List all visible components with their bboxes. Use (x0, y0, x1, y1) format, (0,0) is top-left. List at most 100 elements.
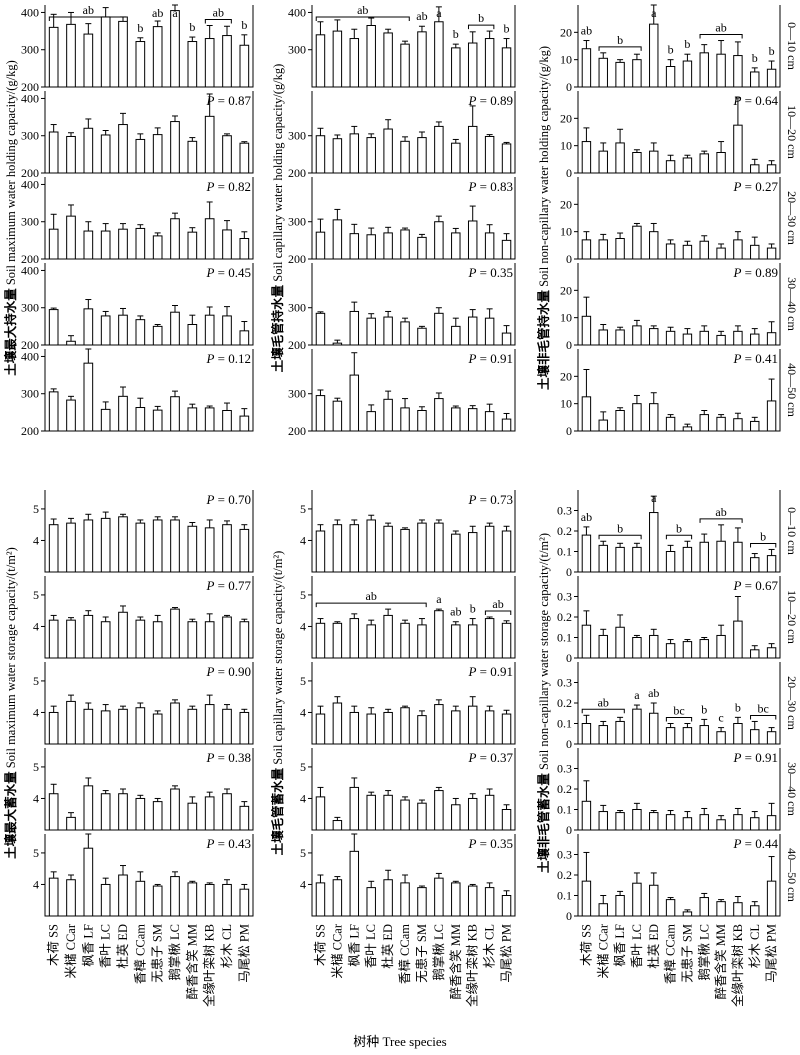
p-value-label: P = 0.82 (205, 179, 251, 194)
y-axis-title: 土壤最大持水量 Soil maximum water holding capac… (3, 60, 18, 376)
bar (750, 71, 760, 88)
species-tick-label: 全缘叶栾树 KB (730, 924, 745, 1007)
bar (716, 540, 726, 573)
bar (665, 330, 676, 346)
bar (204, 218, 215, 260)
bar (484, 411, 495, 432)
panel-frame (577, 576, 781, 659)
y-tick-label: 0 (566, 166, 572, 180)
bar (118, 20, 128, 88)
p-number: = 0.91 (476, 664, 513, 679)
bar (501, 809, 512, 831)
bar (100, 621, 111, 659)
bar (750, 905, 760, 917)
significance-bracket (699, 34, 743, 39)
p-number: = 0.35 (476, 265, 513, 280)
y-tick-label: 0 (566, 252, 572, 266)
y-tick-label: 4 (33, 877, 39, 891)
bar (649, 150, 659, 174)
bar (187, 140, 198, 174)
bar (400, 43, 410, 88)
bar (665, 243, 676, 260)
bar (467, 408, 478, 432)
p-number: = 0.67 (741, 578, 778, 593)
species-tick-label: 醉香含笑 MM (713, 924, 728, 999)
significance-letter: a (436, 592, 442, 606)
bar (48, 391, 59, 432)
chart-panel: 4 5 P = 0.35 (300, 833, 516, 917)
bar (315, 231, 326, 260)
bar (100, 230, 111, 260)
bar (152, 713, 163, 745)
y-tick-label: 4 (300, 705, 306, 719)
p-symbol: P (205, 265, 214, 280)
panel-frame (311, 662, 516, 745)
y-tick-label: 200 (288, 338, 306, 352)
y-tick-label: 10 (560, 397, 572, 411)
panel-frame (577, 177, 781, 260)
bar (615, 329, 625, 346)
bar (332, 879, 343, 917)
bar (100, 134, 111, 174)
bar (632, 152, 642, 174)
p-value-label: P = 0.70 (205, 492, 251, 507)
bar (222, 883, 232, 917)
bar (66, 23, 76, 88)
species-tick-label: 无患子 SM (151, 924, 165, 983)
bar (383, 32, 393, 88)
chart-panel: 200 300 P = 0.83 (288, 177, 516, 266)
bar (187, 41, 198, 88)
bar (665, 551, 676, 573)
bar (417, 31, 427, 88)
chart-panel: 0 10 20 P = 0.64 (560, 91, 781, 180)
y-axis-title-en: Soil non-capillary water storage capacit… (537, 533, 551, 770)
species-tick-label: 木荷 SS (313, 924, 327, 966)
significance-letter: b (760, 529, 766, 543)
species-tick-label: 香叶 LC (630, 924, 644, 968)
bar (682, 817, 693, 831)
bar (665, 643, 676, 659)
bar (83, 708, 94, 745)
panel-frame (44, 263, 254, 346)
y-tick-label: 0 (566, 80, 572, 94)
bar (100, 408, 111, 432)
bar (451, 407, 461, 432)
bar (467, 220, 478, 260)
bar (665, 416, 676, 432)
bar (750, 164, 760, 174)
significance-letter: bc (673, 704, 684, 718)
p-number: = 0.43 (214, 836, 251, 851)
p-number: = 0.35 (476, 836, 513, 851)
species-tick-label: 香叶 LC (364, 924, 378, 968)
y-axis-title: 土壤非毛管持水量 Soil non-capillary water holdin… (536, 46, 551, 390)
bar (100, 16, 111, 88)
p-value-label: P = 0.83 (467, 179, 513, 194)
bar (632, 225, 642, 260)
bar (615, 546, 625, 573)
y-tick-label: 0 (566, 565, 572, 579)
bar (315, 135, 326, 174)
bar (451, 325, 461, 346)
bar (135, 407, 146, 432)
bar (417, 522, 427, 573)
y-tick-label: 10 (560, 225, 572, 239)
bar (632, 708, 642, 745)
bar (152, 26, 163, 88)
p-number: = 0.12 (214, 351, 251, 366)
chart-panel: 200 300 P = 0.91 (288, 349, 516, 438)
p-number: = 0.82 (214, 179, 251, 194)
bar (467, 125, 478, 174)
panel-frame (311, 91, 516, 174)
y-tick-label: 300 (21, 387, 39, 401)
y-tick-label: 0.1 (557, 803, 572, 817)
bar (750, 333, 760, 346)
bar (170, 788, 180, 831)
p-value-label: P = 0.44 (732, 836, 778, 851)
bar (400, 321, 410, 346)
bar (501, 143, 512, 174)
y-tick-label: 5 (33, 674, 39, 688)
bar (48, 619, 59, 659)
bar (716, 416, 726, 432)
y-tick-label: 200 (288, 252, 306, 266)
bar (451, 804, 461, 831)
